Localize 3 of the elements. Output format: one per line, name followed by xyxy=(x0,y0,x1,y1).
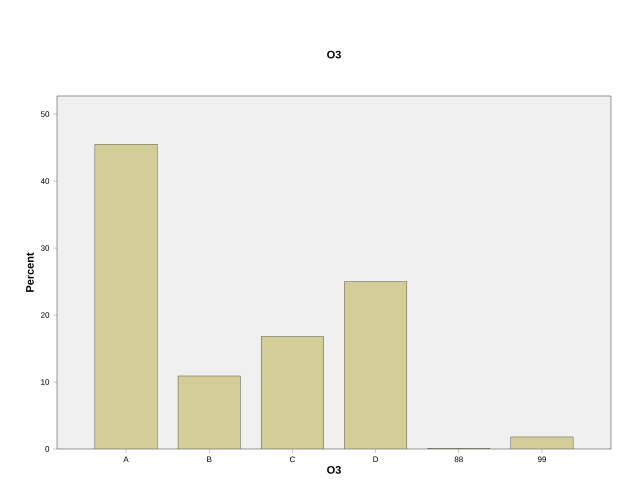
chart-title: O3 xyxy=(327,50,341,58)
y-axis-title: Percent xyxy=(26,252,34,292)
x-axis-title: O3 xyxy=(327,466,341,474)
